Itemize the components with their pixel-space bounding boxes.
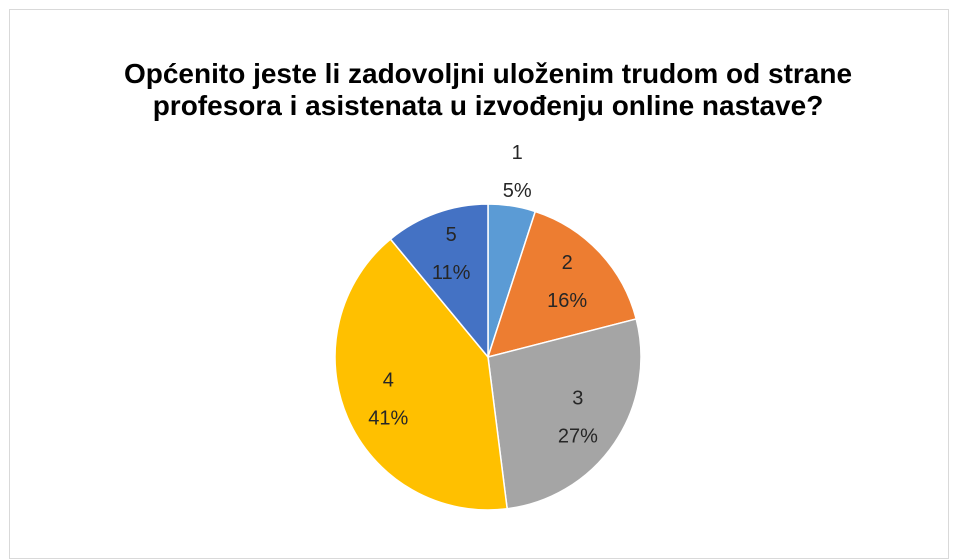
category-label: 4 (383, 369, 394, 391)
pie-slice (334, 238, 509, 511)
category-label: 3 (572, 387, 583, 409)
value-label: 41% (368, 407, 408, 429)
value-label: 11% (432, 262, 471, 284)
category-label: 1 (512, 142, 523, 164)
value-label: 16% (547, 290, 587, 312)
pie-slice (389, 203, 489, 360)
pie-slice (487, 318, 642, 510)
chart-title: Općenito jeste li zadovoljni uloženim tr… (123, 58, 853, 121)
category-label: 2 (562, 252, 573, 274)
category-label: 5 (446, 224, 457, 246)
value-label: 5% (503, 180, 532, 202)
pie-slice (486, 210, 638, 359)
value-label: 27% (558, 425, 598, 447)
